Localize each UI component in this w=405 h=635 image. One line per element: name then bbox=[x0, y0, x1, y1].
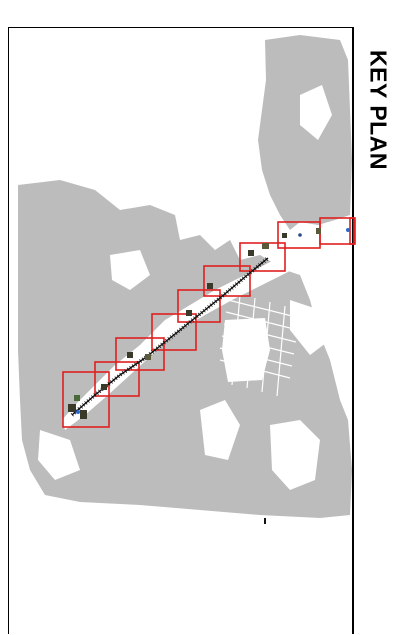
key-box-3 bbox=[115, 337, 165, 371]
key-box-2 bbox=[94, 361, 140, 397]
key-box-4 bbox=[151, 313, 197, 351]
route-markers bbox=[68, 228, 350, 524]
key-box-1 bbox=[62, 371, 110, 428]
key-plan-title: KEY PLAN bbox=[365, 50, 392, 170]
key-box-6 bbox=[203, 265, 251, 297]
key-boxes bbox=[62, 217, 356, 428]
water-pocket-5 bbox=[300, 85, 332, 140]
key-box-5 bbox=[177, 289, 221, 323]
key-box-10 bbox=[349, 217, 356, 245]
water-pocket-1 bbox=[290, 300, 330, 355]
drawing-frame bbox=[8, 27, 354, 634]
land-upper-right bbox=[258, 35, 352, 230]
river-channel bbox=[62, 225, 350, 430]
water-features bbox=[38, 85, 350, 490]
water-pocket-4 bbox=[110, 250, 150, 290]
water-pocket-7 bbox=[38, 430, 80, 480]
street-grid bbox=[219, 294, 301, 397]
water-pocket-2 bbox=[270, 420, 320, 490]
water-pocket-3 bbox=[200, 400, 240, 460]
